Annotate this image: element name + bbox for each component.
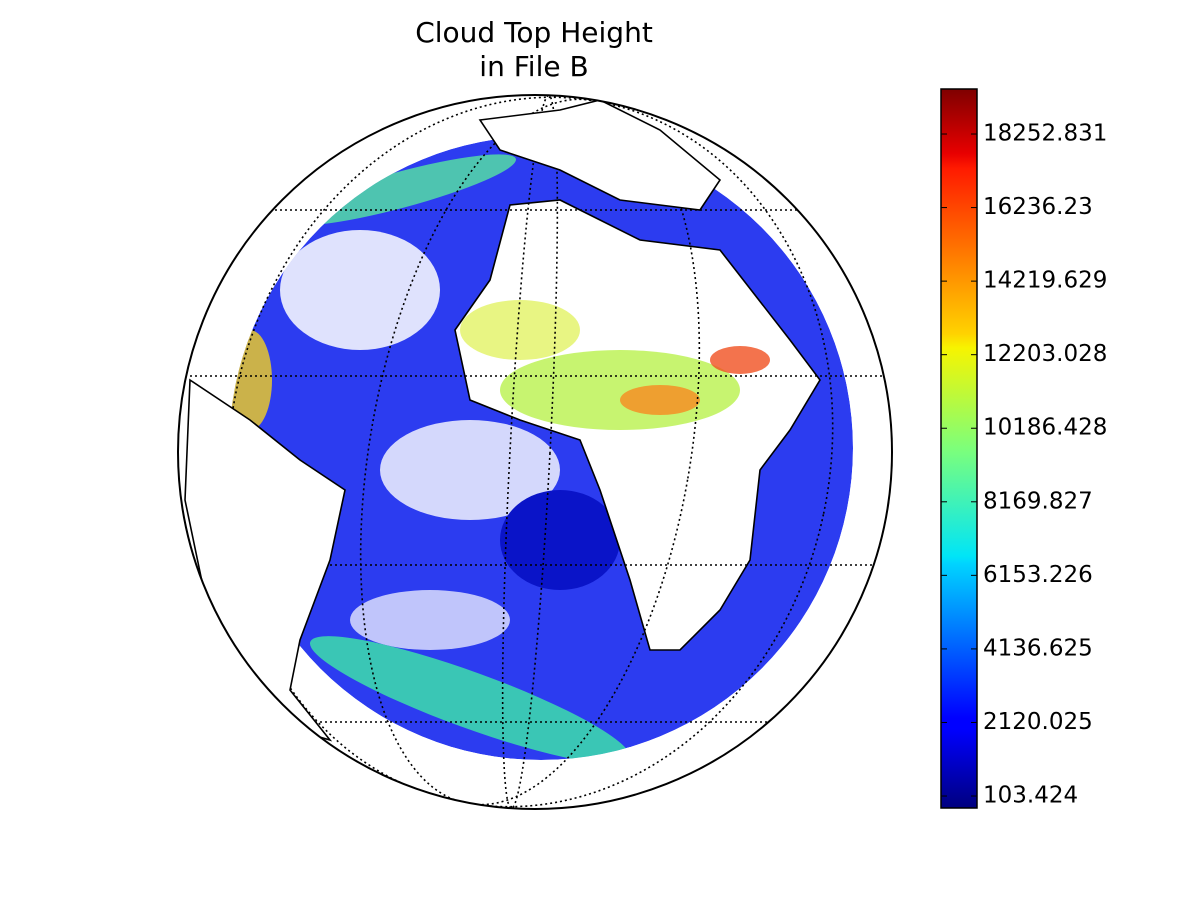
colorbar-tick-label: 18252.831	[983, 121, 1107, 147]
europe	[478, 99, 722, 211]
cloud-low	[500, 490, 620, 590]
colorbar-tick-label: 8169.827	[983, 488, 1093, 514]
colorbar-scale	[940, 88, 978, 809]
colorbar-tick-label: 6153.226	[983, 562, 1093, 588]
cloud-high	[500, 350, 740, 430]
title-line: Cloud Top Height	[415, 16, 653, 49]
title-line: in File B	[479, 50, 588, 83]
cloud-high	[460, 300, 580, 360]
cloud-mid	[309, 636, 631, 760]
colorbar-tick-label: 12203.028	[983, 341, 1107, 367]
colorbar-tick-label: 4136.625	[983, 635, 1093, 661]
cloud-top	[710, 346, 770, 374]
colorbar-tick-label: 16236.23	[983, 194, 1093, 220]
colorbar: 103.424 2120.025 4136.625 6153.226 8169.827 1…	[940, 88, 1107, 809]
colorbar-tick-label: 10186.428	[983, 415, 1107, 441]
colorbar-tick-label: 103.424	[983, 783, 1078, 809]
clear-sky	[350, 590, 510, 650]
cloud-top	[620, 385, 700, 415]
clear-sky	[380, 420, 560, 520]
cloud-mid	[283, 154, 517, 226]
globe-outline	[177, 94, 893, 810]
globe-map	[177, 94, 893, 810]
colorbar-tick-label: 14219.629	[983, 268, 1107, 294]
clear-sky	[280, 230, 440, 350]
colorbar-tick-label: 2120.025	[983, 709, 1093, 735]
